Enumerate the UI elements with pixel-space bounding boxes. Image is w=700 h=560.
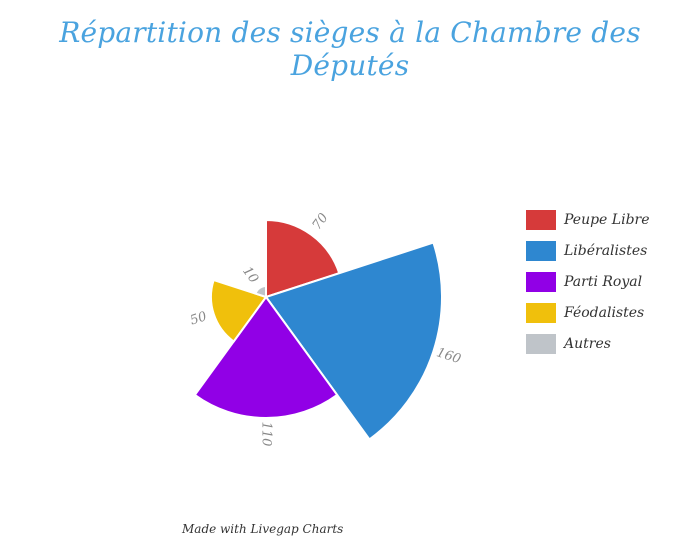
data-label: 110 bbox=[259, 422, 274, 447]
footer-credit: Made with Livegap Charts bbox=[182, 522, 344, 536]
legend-label: Parti Royal bbox=[564, 274, 643, 290]
legend-swatch bbox=[526, 334, 556, 354]
legend-item-feodalistes[interactable]: Féodalistes bbox=[526, 303, 650, 323]
legend-item-peupe-libre[interactable]: Peupe Libre bbox=[526, 210, 650, 230]
legend-swatch bbox=[526, 272, 556, 292]
slice-lib-ralistes[interactable] bbox=[264, 241, 443, 441]
slice-autres[interactable] bbox=[254, 284, 267, 299]
slice-peupe-libre[interactable] bbox=[265, 218, 341, 299]
legend-swatch bbox=[526, 241, 556, 261]
legend-swatch bbox=[526, 303, 556, 323]
legend-label: Autres bbox=[564, 336, 611, 352]
data-label: 160 bbox=[434, 345, 462, 367]
slice-f-odalistes[interactable] bbox=[209, 278, 268, 343]
data-label: 50 bbox=[188, 309, 208, 328]
legend-label: Libéralistes bbox=[564, 243, 648, 259]
chart-legend: Peupe Libre Libéralistes Parti Royal Féo… bbox=[526, 210, 650, 365]
data-label: 70 bbox=[310, 211, 332, 233]
legend-label: Féodalistes bbox=[564, 305, 645, 321]
legend-item-autres[interactable]: Autres bbox=[526, 334, 650, 354]
legend-item-parti-royal[interactable]: Parti Royal bbox=[526, 272, 650, 292]
legend-swatch bbox=[526, 210, 556, 230]
legend-label: Peupe Libre bbox=[564, 212, 650, 228]
chart-title: Répartition des sièges à la Chambre des … bbox=[59, 16, 641, 82]
data-label: 10 bbox=[239, 264, 261, 286]
legend-item-liberalistes[interactable]: Libéralistes bbox=[526, 241, 650, 261]
slice-parti-royal[interactable] bbox=[193, 295, 339, 419]
